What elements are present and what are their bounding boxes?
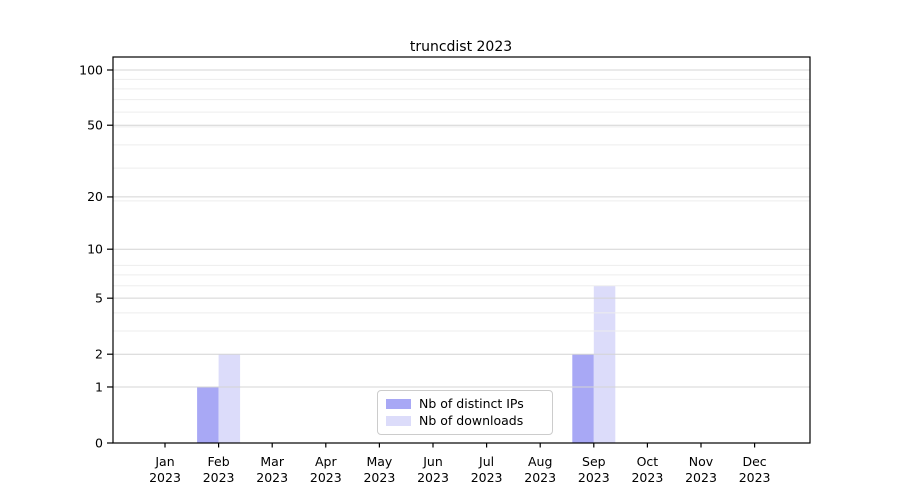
chart-title: truncdist 2023: [410, 39, 512, 55]
x-tick-label-year-jan: 2023: [149, 470, 181, 485]
y-tick-label-1: 1: [95, 379, 103, 394]
x-tick-label-year-may: 2023: [363, 470, 395, 485]
legend-swatch-distinct-ips: [386, 399, 411, 410]
x-tick-label-year-jul: 2023: [471, 470, 503, 485]
bars-layer: [197, 285, 616, 443]
x-tick-label-month-apr: Apr: [315, 454, 337, 469]
x-tick-label-month-dec: Dec: [742, 454, 766, 469]
legend-label-downloads: Nb of downloads: [419, 412, 524, 428]
legend-swatch-downloads: [386, 415, 411, 426]
x-tick-label-month-may: May: [366, 454, 392, 469]
x-tick-label-year-dec: 2023: [739, 470, 771, 485]
x-tick-label-month-mar: Mar: [260, 454, 284, 469]
x-tick-label-month-jun: Jun: [422, 454, 443, 469]
y-tick-label-10: 10: [87, 241, 103, 256]
x-tick-label-month-jul: Jul: [478, 454, 494, 469]
x-tick-label-year-apr: 2023: [310, 470, 342, 485]
x-tick-label-year-oct: 2023: [631, 470, 663, 485]
legend-item-downloads: Nb of downloads: [386, 412, 544, 428]
plot-border: [112, 56, 811, 444]
axes-layer: [107, 56, 811, 448]
axis-labels-layer: 0125102050100Jan2023Feb2023Mar2023Apr202…: [79, 62, 770, 485]
bar-feb-distinct-ips: [197, 386, 219, 443]
legend-label-distinct-ips: Nb of distinct IPs: [419, 396, 524, 411]
x-tick-label-month-oct: Oct: [637, 454, 659, 469]
x-tick-label-year-mar: 2023: [256, 470, 288, 485]
y-tick-label-5: 5: [95, 290, 103, 305]
y-tick-label-0: 0: [95, 435, 103, 450]
bar-feb-downloads: [218, 354, 241, 443]
y-tick-label-20: 20: [87, 189, 103, 204]
x-tick-label-year-nov: 2023: [685, 470, 717, 485]
x-tick-label-month-aug: Aug: [528, 454, 552, 469]
x-tick-label-year-feb: 2023: [203, 470, 235, 485]
x-tick-label-year-sep: 2023: [578, 470, 610, 485]
legend-item-distinct-ips: Nb of distinct IPs: [386, 396, 544, 411]
x-tick-label-month-feb: Feb: [208, 454, 230, 469]
y-tick-label-100: 100: [79, 62, 103, 77]
bar-sep-distinct-ips: [572, 354, 594, 443]
grid-layer: [113, 69, 810, 388]
x-tick-label-year-jun: 2023: [417, 470, 449, 485]
x-tick-label-month-jan: Jan: [154, 454, 174, 469]
x-tick-label-year-aug: 2023: [524, 470, 556, 485]
y-tick-label-2: 2: [95, 347, 103, 362]
x-tick-label-month-nov: Nov: [689, 454, 714, 469]
y-tick-label-50: 50: [87, 118, 103, 133]
legend: Nb of distinct IPs Nb of downloads: [377, 390, 553, 435]
bar-sep-downloads: [593, 285, 616, 443]
x-tick-label-month-sep: Sep: [582, 454, 606, 469]
